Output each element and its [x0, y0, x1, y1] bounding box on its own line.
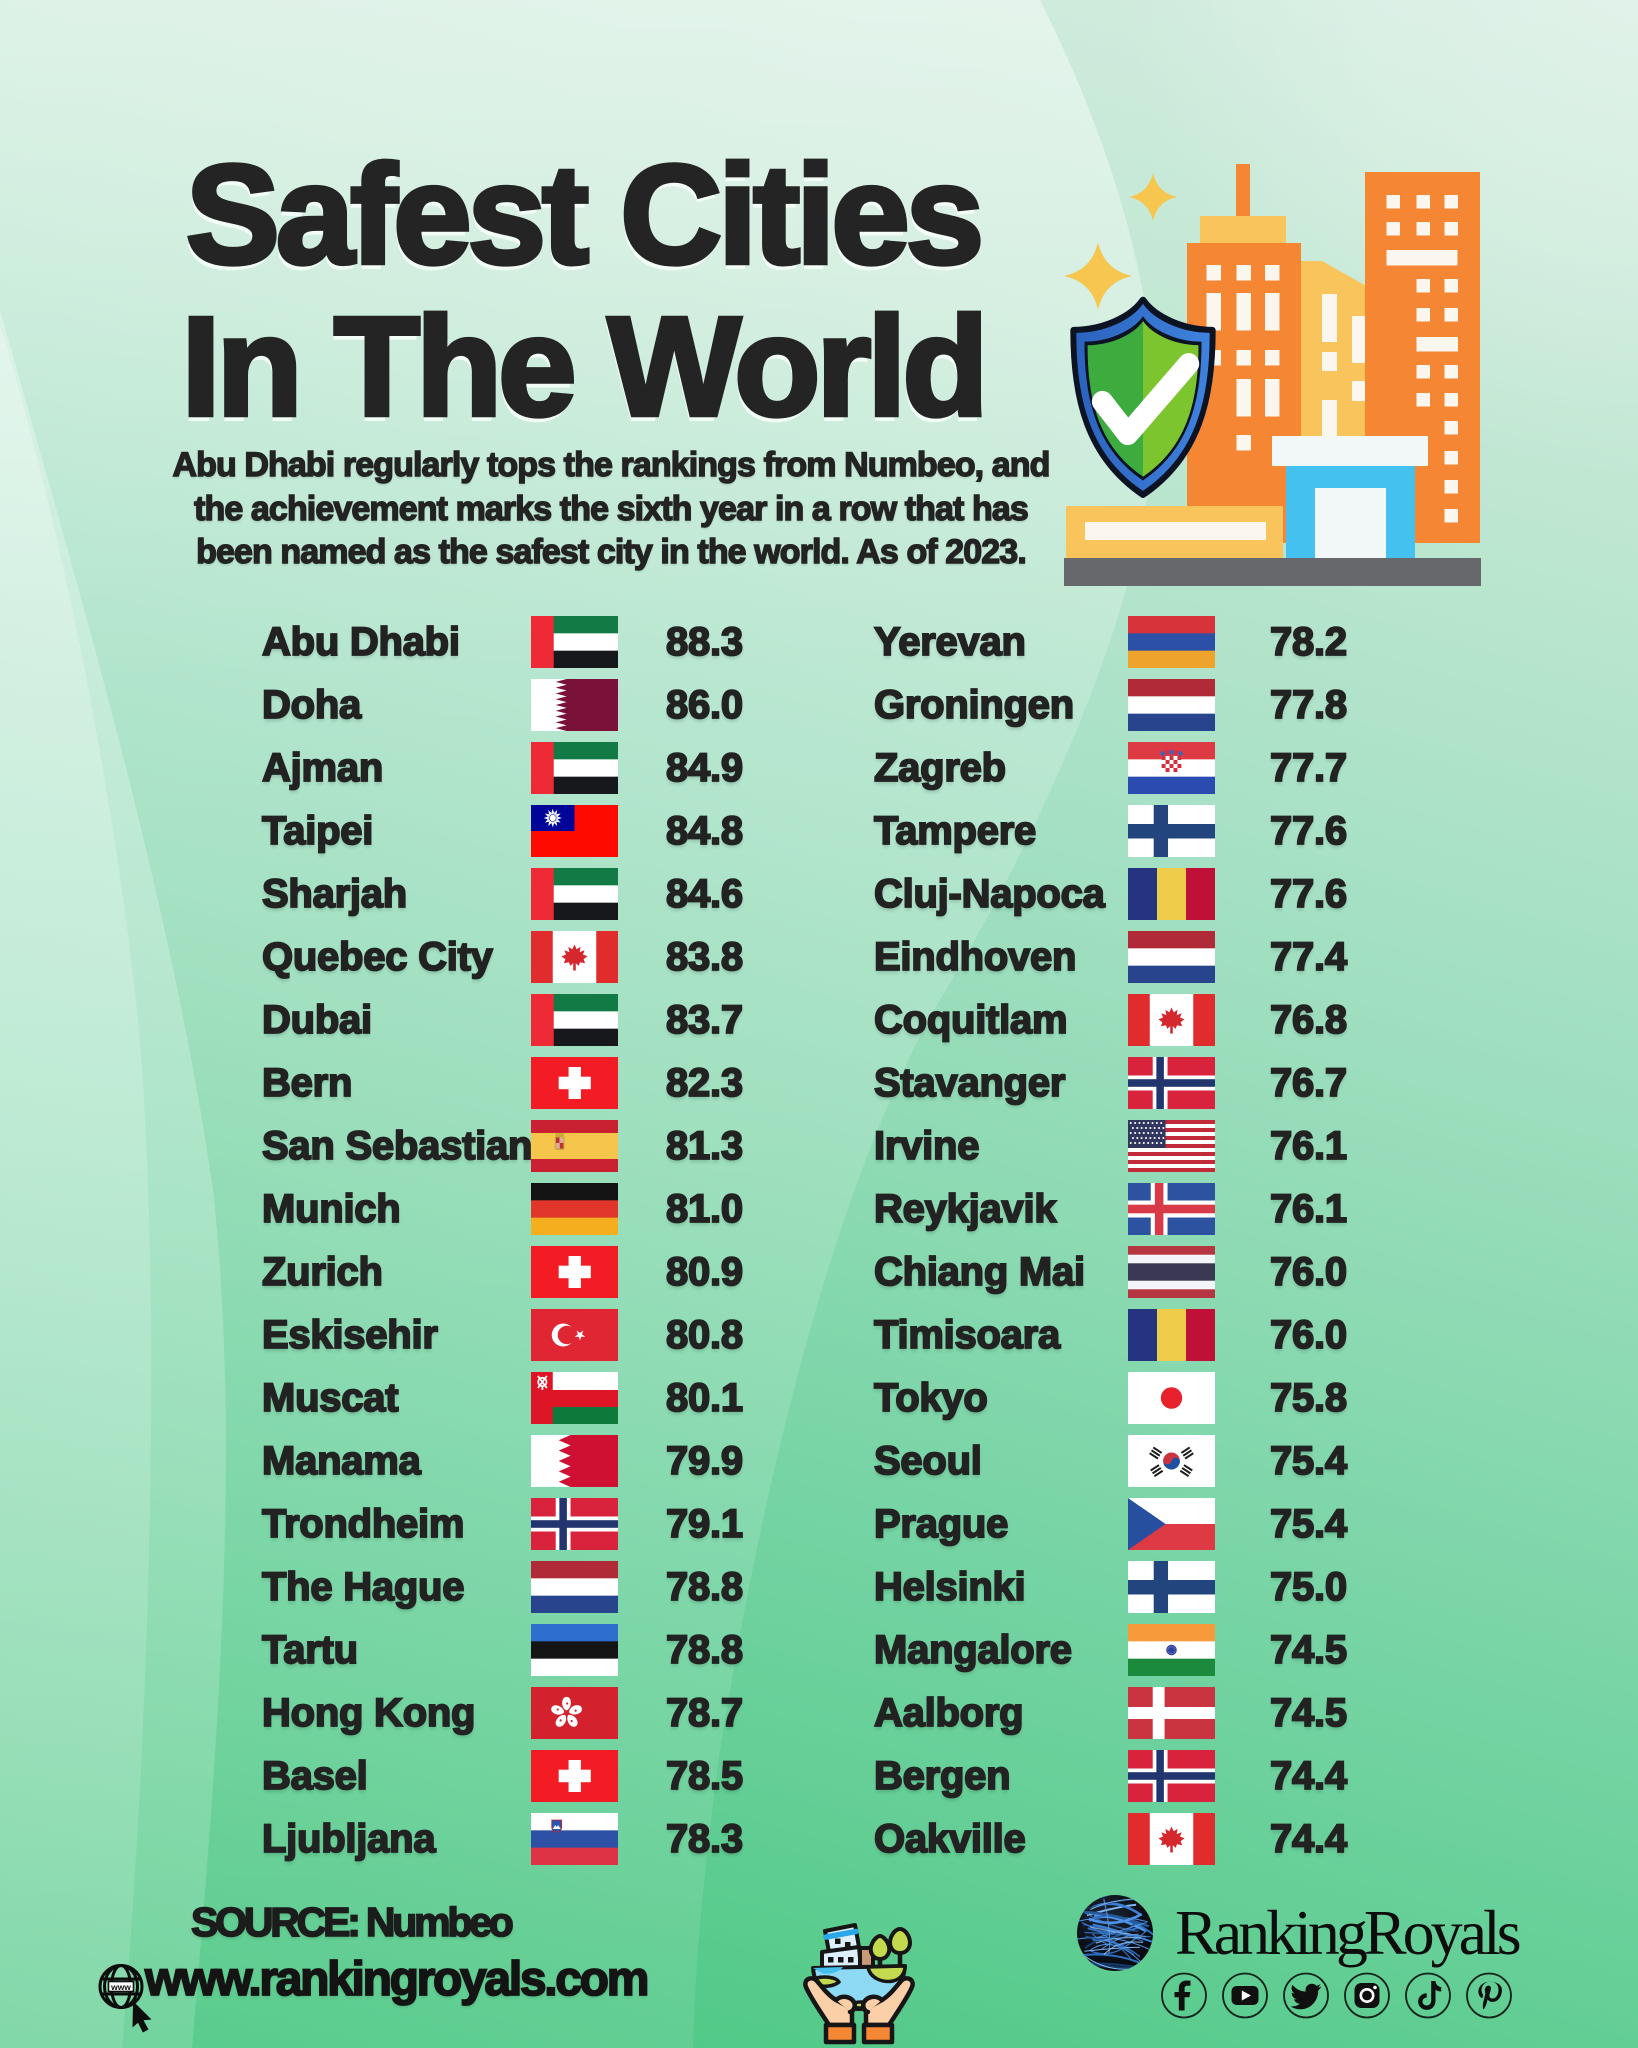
svg-text:www: www	[110, 1982, 131, 1992]
